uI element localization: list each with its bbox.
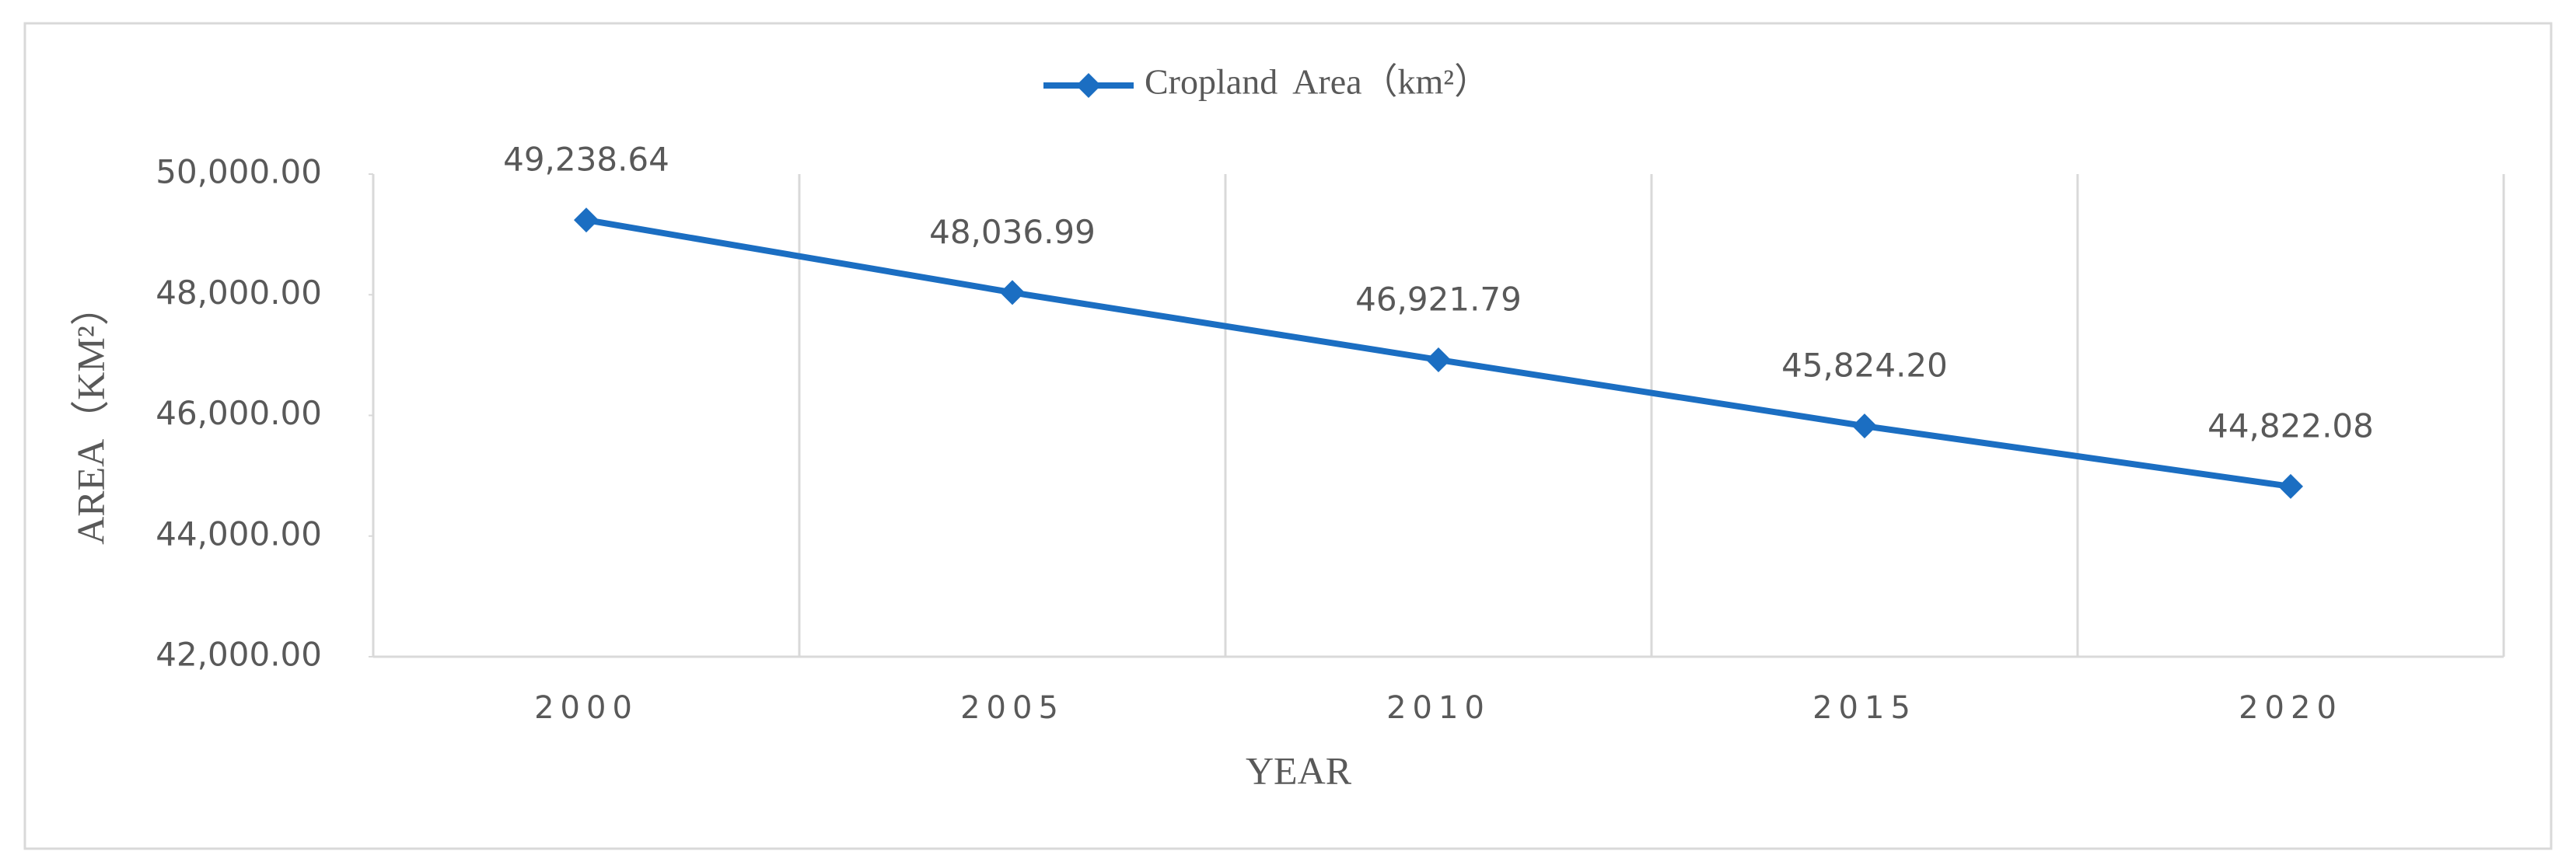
chart-border <box>23 22 2553 850</box>
data-label: 46,921.79 <box>1355 280 1522 318</box>
data-label: 45,824.20 <box>1781 347 1948 385</box>
y-tick-label: 48,000.00 <box>156 274 322 312</box>
x-axis-title: YEAR <box>1246 748 1352 792</box>
data-label: 44,822.08 <box>2207 406 2374 445</box>
marker <box>574 208 599 233</box>
legend-marker <box>1076 73 1101 98</box>
y-tick-label: 50,000.00 <box>156 153 322 191</box>
x-tick-label: 2010 <box>1386 690 1491 726</box>
data-label: 48,036.99 <box>929 213 1096 251</box>
x-tick-label: 2000 <box>534 690 638 726</box>
legend-label: Cropland Area（km²） <box>1145 62 1490 102</box>
y-tick-label: 44,000.00 <box>156 514 322 553</box>
marker <box>1852 413 1877 439</box>
x-tick-label: 2015 <box>1812 690 1917 726</box>
y-axis-title: AREA（KM²） <box>68 287 112 545</box>
marker <box>1000 280 1025 305</box>
y-tick-label: 46,000.00 <box>156 394 322 432</box>
x-tick-label: 2020 <box>2239 690 2343 726</box>
y-tick-label: 42,000.00 <box>156 636 322 674</box>
marker <box>2278 473 2303 499</box>
x-tick-label: 2005 <box>960 690 1064 726</box>
data-label: 49,238.64 <box>503 141 669 179</box>
marker <box>1426 347 1451 372</box>
